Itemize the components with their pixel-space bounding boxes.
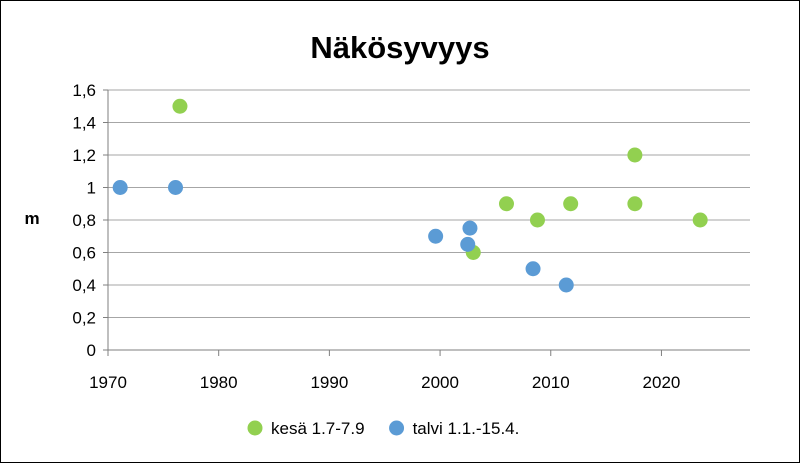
- y-tick-label: 0,4: [72, 276, 96, 295]
- data-point-kesa: [627, 147, 643, 163]
- x-tick-label: 1970: [89, 373, 127, 392]
- y-tick-label: 0,6: [72, 244, 96, 263]
- x-tick-label: 2010: [532, 373, 570, 392]
- data-point-talvi: [112, 180, 128, 195]
- y-tick-label: 1,6: [72, 81, 96, 100]
- legend-marker: [389, 420, 405, 436]
- data-point-talvi: [525, 261, 541, 277]
- x-tick-labels: 1970 1980 1990 2000 2010 2020: [89, 373, 680, 392]
- legend-label: kesä 1.7-7.9: [271, 419, 365, 438]
- data-point-kesa: [692, 212, 708, 228]
- legend-label: talvi 1.1.-15.4.: [413, 419, 520, 438]
- data-point-kesa: [498, 196, 514, 212]
- legend-marker: [247, 420, 263, 436]
- data-point-talvi: [558, 277, 574, 293]
- x-tick-label: 1980: [200, 373, 238, 392]
- y-tick-label: 0: [87, 341, 96, 360]
- y-tick-label: 0,8: [72, 211, 96, 230]
- y-tick-label: 0,2: [72, 309, 96, 328]
- data-point-kesa: [172, 98, 188, 114]
- y-axis-label: m: [24, 209, 39, 228]
- data-point-kesa: [627, 196, 643, 212]
- data-points: [112, 98, 708, 293]
- data-point-talvi: [428, 228, 444, 244]
- y-tick-labels: 0 0,2 0,4 0,6 0,8 1 1,2 1,4 1,6: [72, 81, 96, 360]
- legend: kesä 1.7-7.9 talvi 1.1.-15.4.: [247, 419, 520, 438]
- x-tick-label: 2000: [421, 373, 459, 392]
- data-point-talvi: [462, 220, 478, 236]
- data-point-kesa: [529, 212, 545, 228]
- y-tick-label: 1,2: [72, 146, 96, 165]
- axes: [103, 89, 750, 356]
- x-tick-label: 1990: [310, 373, 348, 392]
- y-tick-label: 1: [87, 179, 96, 198]
- data-point-talvi: [168, 180, 184, 195]
- x-tick-label: 2020: [643, 373, 681, 392]
- y-tick-label: 1,4: [72, 114, 96, 133]
- data-point-talvi: [460, 236, 476, 252]
- chart-title: Näkösyvyys: [310, 30, 489, 65]
- data-point-kesa: [563, 196, 579, 212]
- gridlines: [108, 89, 750, 318]
